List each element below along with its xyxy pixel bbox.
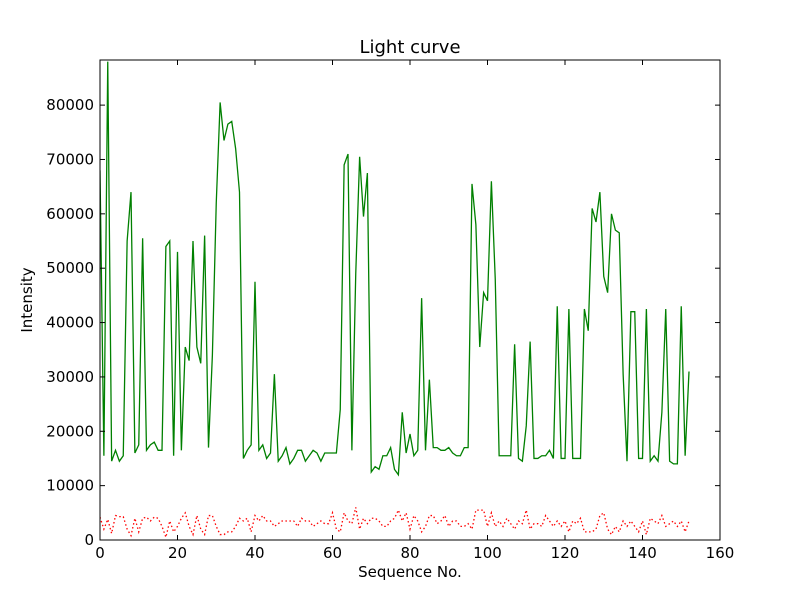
x-tick-label: 0 [95,544,105,562]
y-tick-label: 60000 [46,205,94,223]
y-tick-label: 0 [84,531,94,549]
x-tick-label: 80 [400,544,419,562]
y-tick-label: 50000 [46,259,94,277]
y-axis: 0 10000 20000 30000 40000 50000 60000 70000 8000… [46,96,720,549]
y-tick-label: 70000 [46,150,94,168]
y-tick-label: 80000 [46,96,94,114]
y-tick-label: 30000 [46,368,94,386]
series-layer [100,61,690,540]
axes-background [100,60,720,540]
x-tick-label: 60 [323,544,342,562]
y-tick-label: 10000 [46,477,94,495]
x-tick-label: 120 [551,544,580,562]
x-axis-label: Sequence No. [358,563,462,581]
y-tick-label: 40000 [46,314,94,332]
x-tick-label: 20 [168,544,187,562]
series-line-1 [100,61,690,477]
series-line-2 [100,507,690,540]
y-axis-label: Intensity [18,267,36,332]
plot-area [99,59,721,541]
x-tick-label: 140 [628,544,657,562]
x-tick-label: 160 [706,544,735,562]
x-tick-label: 40 [245,544,264,562]
x-axis: 0 20 40 60 80 100 120 140 160 [95,60,734,562]
chart-title: Light curve [359,37,460,58]
x-tick-label: 100 [473,544,502,562]
y-tick-label: 20000 [46,422,94,440]
